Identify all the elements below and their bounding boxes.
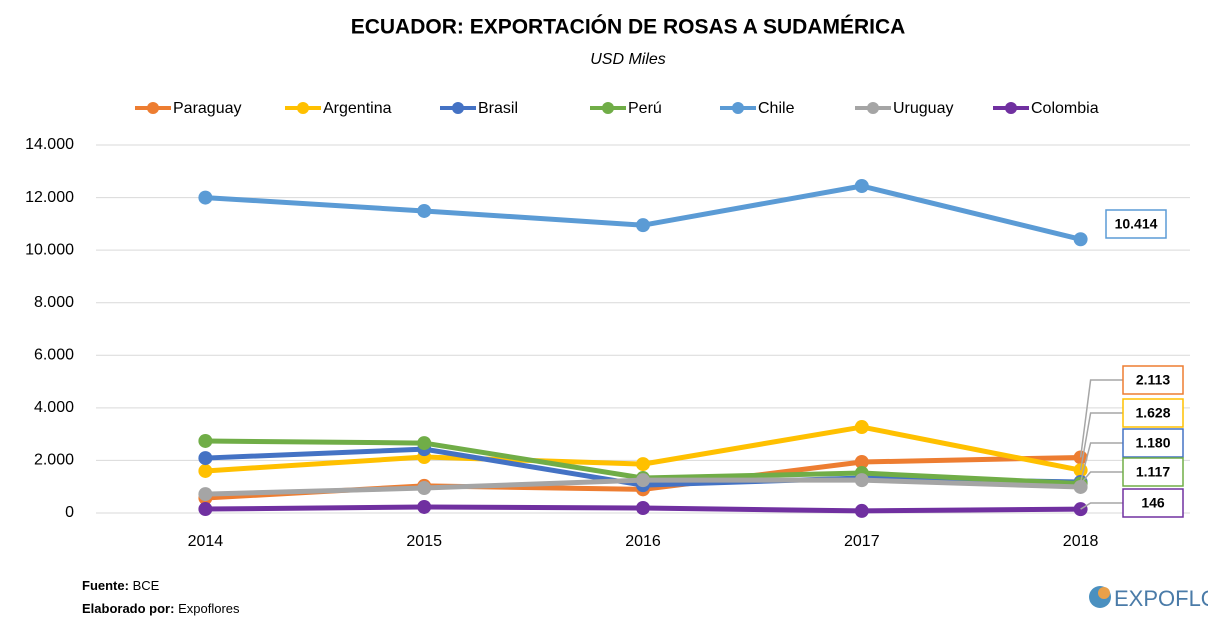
legend-label: Brasil [478,100,518,117]
legend-swatch [452,102,464,114]
data-point [417,203,432,218]
y-tick-label: 8.000 [34,294,74,311]
leader-line [1080,471,1123,485]
author-label: Elaborado por: [82,601,174,616]
legend-swatch [602,102,614,114]
x-tick-label: 2015 [406,533,442,550]
legend-label: Perú [628,100,662,117]
label-box [1122,457,1184,487]
data-label: 1.628 [1135,405,1170,421]
footer-author: Elaborado por: Expoflores [82,601,240,616]
data-point [417,499,432,514]
label-box [1105,209,1167,239]
data-point [198,433,213,448]
y-tick-label: 2.000 [34,452,74,469]
legend-label: Colombia [1031,100,1099,117]
source-label: Fuente: [82,578,129,593]
logo: EXPOFLORES [1089,586,1208,611]
x-tick-label: 2016 [625,533,661,550]
data-point [854,473,869,488]
data-point [198,451,213,466]
data-point [1073,232,1088,247]
legend-label: Paraguay [173,100,242,117]
data-label: 146 [1141,495,1165,511]
label-box [1122,428,1184,458]
data-point [854,503,869,518]
data-label: 2.113 [1136,372,1170,388]
label-box [1122,488,1184,518]
y-tick-label: 4.000 [34,399,74,416]
data-point [854,420,869,435]
source: BCE [133,578,160,593]
y-tick-label: 12.000 [25,189,74,206]
data-point [636,501,650,516]
chart-title: ECUADOR: EXPORTACIÓN DE ROSAS A SUDAMÉRI… [351,15,906,39]
legend-label: Uruguay [893,100,953,117]
data-point [854,455,869,470]
data-point [1073,479,1088,494]
data-point [854,179,869,194]
data-point [417,436,432,451]
legend-swatch [732,102,744,114]
data-label: 1.117 [1136,464,1170,480]
y-tick-label: 6.000 [34,347,74,364]
data-label: 1.180 [1135,435,1170,451]
label-box [1122,398,1184,428]
label-box [1122,365,1184,395]
chart-subtitle: USD Miles [590,51,666,68]
legend-swatch [147,102,159,114]
data-point [636,457,650,472]
leader-line [1079,412,1123,471]
data-point [636,473,650,488]
y-tick-label: 14.000 [25,136,74,153]
leader-line [1079,379,1123,458]
legend-label: Chile [758,100,795,117]
legend-swatch [297,102,309,114]
x-tick-label: 2018 [1063,533,1099,550]
data-point [636,218,650,233]
footer-source: Fuente: BCE [82,578,160,593]
data-label: 10.414 [1115,216,1158,232]
data-point [198,463,213,478]
logo-text: EXPOFLORES [1114,586,1208,611]
leader-line [1079,442,1123,483]
legend-label: Argentina [323,100,392,117]
data-point [198,190,213,205]
data-point [198,487,213,502]
leader-line [1080,502,1123,510]
logo-icon [1098,587,1110,599]
y-tick-label: 10.000 [25,241,74,258]
x-tick-label: 2014 [188,533,224,550]
author: Expoflores [178,601,240,616]
data-point [417,481,432,496]
legend-swatch [1005,102,1017,114]
legend-swatch [867,102,879,114]
data-point [198,502,213,517]
y-tick-label: 0 [65,504,74,521]
x-tick-label: 2017 [844,533,880,550]
